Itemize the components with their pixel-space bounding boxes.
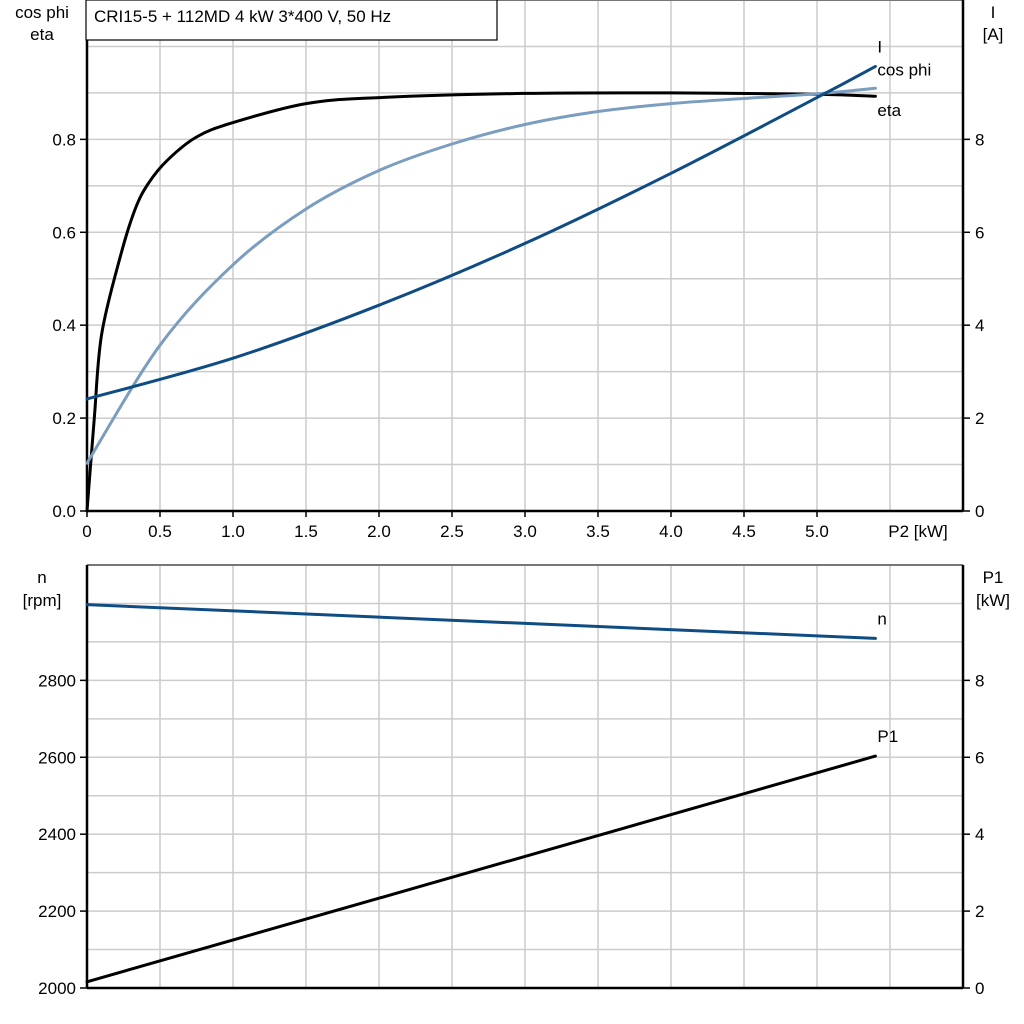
x-tick-label: 3.5 [586,522,610,541]
y-right-axis-label: P1 [983,568,1004,587]
x-tick-label: 2.5 [440,522,464,541]
y-left-tick-label: 0.2 [52,409,76,428]
series-line-eta [85,91,877,513]
chart-title-box: CRI15-5 + 112MD 4 kW 3*400 V, 50 Hz [85,0,498,41]
y-left-tick-label: 0.8 [52,130,76,149]
x-tick-label: 1.5 [294,522,318,541]
y-left-axis-label: cos phi [15,3,69,22]
series-line-cos-phi [85,86,877,465]
x-tick-label: 4.0 [659,522,683,541]
title-box-frame [85,0,498,41]
y-right-axis-label: [kW] [976,591,1010,610]
y-left-axis-label: n [37,568,46,587]
x-tick-label: 1.0 [221,522,245,541]
series-label: eta [877,101,901,120]
y-right-tick-label: 8 [975,671,984,690]
y-right-tick-label: 0 [975,502,984,521]
x-axis-label: P2 [kW] [888,522,948,541]
y-right-tick-label: 6 [975,223,984,242]
y-right-tick-label: 2 [975,409,984,428]
y-left-tick-label: 2600 [38,748,76,767]
y-left-tick-label: 0.0 [52,502,76,521]
series-line-n [85,603,877,640]
panel-speed-power: 2000 2200 2400 2600 2800 0 2 4 6 8 n [rpm] P1 [kW] n P1 [23,564,1010,998]
y-left-axis-label: [rpm] [23,591,62,610]
y-right-tick-label: 0 [975,979,984,998]
series-line-i [85,64,877,401]
y-right-tick-label: 4 [975,825,984,844]
y-left-tick-label: 0.6 [52,223,76,242]
x-tick-label: 4.5 [732,522,756,541]
y-left-tick-label: 0.4 [52,316,76,335]
y-left-tick-label: 2400 [38,825,76,844]
x-tick-label: 3.0 [513,522,537,541]
y-left-tick-label: 2200 [38,902,76,921]
series-label: cos phi [877,60,931,79]
chart-title: CRI15-5 + 112MD 4 kW 3*400 V, 50 Hz [94,7,391,26]
y-right-axis-label: [A] [983,25,1004,44]
y-left-tick-label: 2000 [38,979,76,998]
x-tick-label: 0.5 [148,522,172,541]
y-right-tick-label: 6 [975,748,984,767]
y-right-tick-label: 4 [975,316,984,335]
series-label: P1 [877,727,898,746]
panel-efficiency-current: 0.0 0.2 0.4 0.6 0.8 0 2 4 6 8 0 0.5 1.0 1.5 2.0 2.5 3.0 3… [15,0,1003,541]
y-right-axis-label: I [991,3,996,22]
series-line-p1 [85,754,877,984]
series-label: I [877,37,882,56]
y-left-axis-label: eta [30,25,54,44]
x-tick-label: 0 [82,522,91,541]
y-left-tick-label: 2800 [38,671,76,690]
series-label: n [877,609,886,628]
x-tick-label: 5.0 [805,522,829,541]
y-right-tick-label: 2 [975,902,984,921]
x-tick-label: 2.0 [367,522,391,541]
y-right-tick-label: 8 [975,130,984,149]
